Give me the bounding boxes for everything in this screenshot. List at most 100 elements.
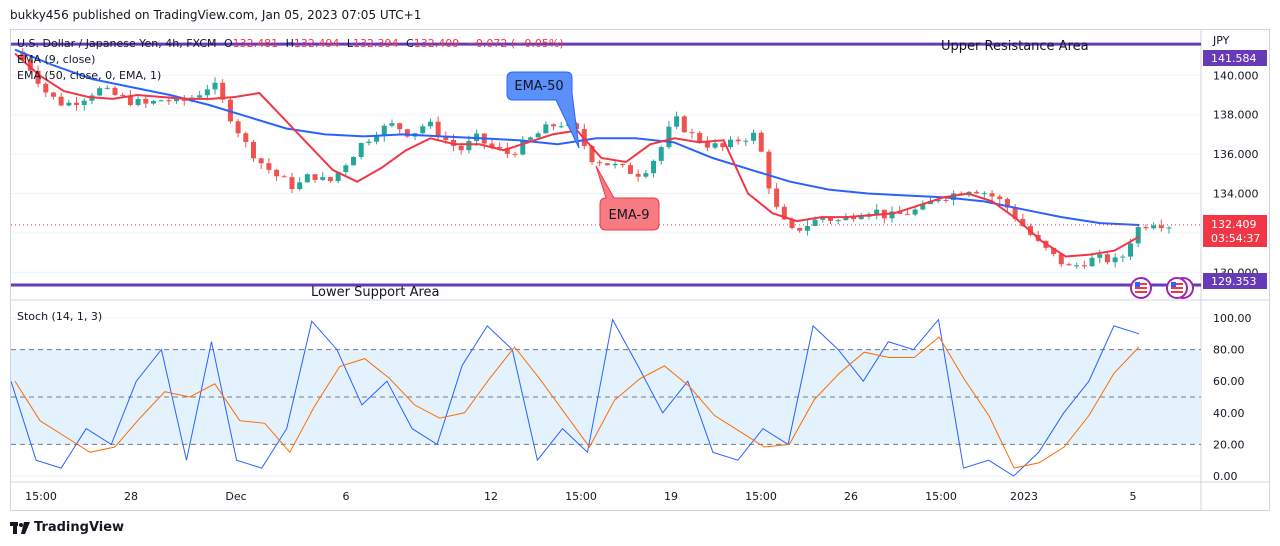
candle — [704, 136, 710, 152]
candle — [627, 162, 633, 175]
candle — [981, 191, 987, 199]
candle — [543, 121, 549, 134]
publish-header: bukky456 published on TradingView.com, J… — [10, 8, 422, 22]
stoch-axis[interactable]: 100.00 80.00 60.00 40.00 20.00 0.00 — [1213, 312, 1252, 483]
change-value: −0.072 (−0.05%) — [467, 37, 564, 50]
stoch-d-line[interactable] — [14, 336, 1140, 469]
us-flag-icon[interactable] — [1130, 277, 1152, 299]
ema50-callout-label: EMA-50 — [514, 79, 563, 94]
candle — [897, 206, 903, 214]
stoch-k-line[interactable] — [10, 318, 1140, 477]
candle — [204, 84, 210, 101]
stoch-tick: 100.00 — [1213, 312, 1252, 325]
support-badge: 129.353 — [1203, 273, 1267, 289]
time-tick: 5 — [1130, 490, 1137, 503]
candle — [27, 57, 33, 74]
ema9-line[interactable] — [14, 52, 1140, 258]
resistance-badge: 141.584 — [1203, 50, 1267, 66]
candle — [612, 161, 618, 169]
candle — [681, 115, 687, 133]
candle — [1112, 253, 1118, 268]
candle — [358, 142, 364, 160]
tradingview-logo-icon — [10, 521, 30, 534]
o-value: 132.481 — [233, 37, 279, 50]
chart-canvas[interactable]: Upper Resistance Area Lower Support Area… — [10, 30, 1269, 510]
candle — [258, 157, 264, 170]
time-tick: 19 — [664, 490, 678, 503]
support-badge-text: 129.353 — [1211, 275, 1257, 288]
candle — [643, 170, 649, 179]
svg-text:U.S. Dollar / Japanese Yen, 4h: U.S. Dollar / Japanese Yen, 4h, FXCM O13… — [17, 37, 564, 50]
price-badge: 132.409 03:54:37 — [1203, 215, 1267, 247]
lower-support-label: Lower Support Area — [311, 285, 440, 300]
candle — [235, 119, 241, 138]
candle — [1120, 254, 1126, 263]
candle — [904, 210, 910, 215]
candles — [20, 48, 1172, 269]
candle — [851, 213, 857, 222]
candle — [250, 139, 256, 162]
candle — [597, 159, 603, 167]
candle — [50, 92, 56, 100]
candle — [735, 136, 741, 145]
stoch-tick: 60.00 — [1213, 375, 1245, 388]
candle — [304, 173, 310, 183]
candle — [181, 95, 187, 106]
candle — [1143, 224, 1149, 231]
candle — [112, 85, 118, 96]
c-value: 132.409 — [414, 37, 460, 50]
candle — [197, 90, 203, 99]
time-axis[interactable]: 15:00 28 Dec 6 12 15:00 19 15:00 26 15:00 2023 5 — [25, 490, 1136, 503]
candle — [520, 135, 526, 156]
candle — [1158, 219, 1164, 232]
candle — [312, 174, 318, 184]
tradingview-brand: TradingView — [34, 520, 125, 535]
candle — [720, 142, 726, 152]
candle — [404, 128, 410, 138]
candle — [635, 169, 641, 182]
candle — [751, 129, 757, 144]
candle — [881, 209, 887, 224]
candle — [943, 198, 949, 203]
candle — [366, 138, 372, 146]
candle — [727, 136, 733, 150]
ema9-callout-label: EMA-9 — [609, 208, 650, 223]
candle — [997, 194, 1003, 204]
candle — [689, 128, 695, 139]
candle — [327, 176, 333, 183]
candle — [504, 142, 510, 159]
footer[interactable]: TradingView — [10, 520, 124, 535]
candle — [281, 174, 287, 178]
h-value: 132.494 — [294, 37, 340, 50]
candle — [1081, 260, 1087, 269]
us-flag-icon[interactable] — [1166, 277, 1194, 299]
candle — [527, 136, 533, 142]
candle — [1135, 224, 1141, 248]
candle — [651, 159, 657, 178]
time-tick: 6 — [343, 490, 350, 503]
candle — [766, 149, 772, 194]
time-tick: 15:00 — [745, 490, 777, 503]
time-tick: 15:00 — [925, 490, 957, 503]
time-tick: Dec — [225, 490, 246, 503]
candle — [743, 138, 749, 147]
candle — [127, 89, 133, 107]
l-value: 132.394 — [353, 37, 399, 50]
symbol-name: U.S. Dollar / Japanese Yen, 4h, FXCM — [17, 37, 216, 50]
candle — [381, 123, 387, 142]
price-tick: 136.000 — [1213, 148, 1259, 161]
stoch-tick: 0.00 — [1213, 470, 1238, 483]
countdown-text: 03:54:37 — [1211, 232, 1260, 245]
candle — [889, 206, 895, 223]
chart-container[interactable]: Upper Resistance Area Lower Support Area… — [10, 29, 1270, 511]
candle — [97, 86, 103, 97]
candle — [1104, 252, 1110, 265]
price-tick: 138.000 — [1213, 109, 1259, 122]
candle — [104, 85, 110, 90]
candle — [666, 121, 672, 150]
stoch-tick: 20.00 — [1213, 438, 1245, 451]
ema-slow-legend: EMA (50, close, 0, EMA, 1) — [17, 69, 161, 82]
upper-resistance-label: Upper Resistance Area — [941, 39, 1089, 54]
candle — [1066, 262, 1072, 266]
